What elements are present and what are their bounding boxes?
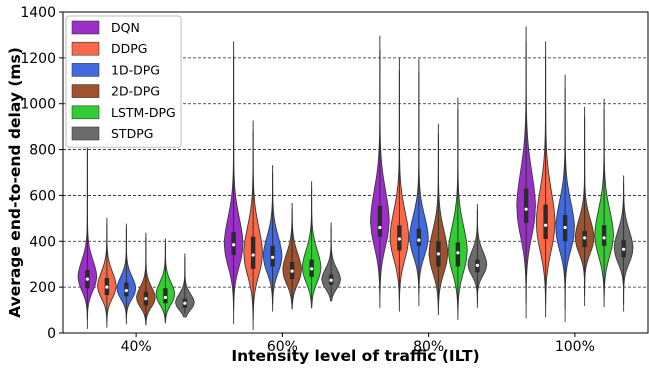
violin-median-dot	[456, 251, 460, 255]
legend-swatch-ddpg	[71, 41, 100, 56]
violin-iqr-box	[250, 236, 256, 269]
legend-swatch-stdpg	[71, 126, 100, 141]
violin-median-dot	[622, 247, 626, 251]
y-axis: 0 200 400 600 800 1000 1200 1400	[20, 5, 63, 342]
legend-label: STDPG	[111, 126, 153, 141]
violin-iqr-box	[601, 225, 607, 246]
y-tick-label: 200	[29, 280, 56, 296]
legend-label: 2D-DPG	[111, 84, 160, 99]
legend-swatch-1d-dpg	[71, 63, 100, 77]
violin-median-dot	[310, 267, 314, 271]
violin-median-dot	[475, 263, 479, 267]
violin-iqr-box	[543, 204, 548, 239]
x-axis-title: Intensity level of traffic (ILT)	[231, 347, 479, 365]
y-tick-label: 0	[47, 326, 56, 342]
violin-median-dot	[251, 253, 255, 257]
y-tick-label: 800	[29, 143, 56, 159]
y-tick-label: 1400	[20, 5, 56, 21]
x-tick-label: 40%	[121, 339, 152, 355]
violin-median-dot	[163, 295, 167, 300]
y-axis-title: Average end-to-end delay (ms)	[6, 47, 24, 318]
violin-median-dot	[271, 255, 275, 259]
violin-median-dot	[563, 225, 567, 230]
x-tick-label: 100%	[555, 339, 595, 355]
violin-median-dot	[183, 301, 187, 305]
violin-median-dot	[583, 236, 587, 240]
x-tick-label: 80%	[413, 339, 444, 355]
violin-median-dot	[124, 288, 128, 293]
violin-median-dot	[436, 252, 440, 256]
violin-iqr-box	[163, 288, 168, 304]
violin-median-dot	[85, 277, 89, 281]
legend-swatch-dqn	[71, 20, 100, 35]
violin-median-dot	[417, 238, 421, 242]
axes-frame	[62, 11, 649, 334]
legend-swatch-lstm-dpg	[71, 105, 100, 120]
violin-median-dot	[290, 269, 294, 273]
violin-plot-area	[77, 26, 634, 331]
violin-median-dot	[144, 297, 148, 301]
x-axis: 40% 60% 80% 100%	[121, 333, 595, 355]
violin-median-dot	[524, 207, 528, 211]
legend-swatch-2d-dpg	[71, 84, 100, 98]
violin-iqr-box	[523, 188, 529, 223]
violin-iqr-box	[455, 242, 461, 267]
violin-median-dot	[397, 237, 401, 241]
violin-median-dot	[105, 285, 109, 289]
violin-iqr-box	[416, 228, 422, 246]
legend-label: LSTM-DPG	[111, 105, 176, 120]
violin-median-dot	[232, 243, 236, 247]
violin-median-dot	[378, 225, 382, 230]
violin-median-dot	[602, 236, 606, 240]
y-tick-label: 600	[29, 188, 56, 204]
legend: DQN DDPG 1D-DPG 2D-DPG LSTM-DPG STDPG	[65, 15, 182, 148]
x-tick-label: 60%	[267, 339, 298, 355]
legend-label: DDPG	[111, 41, 147, 56]
y-tick-label: 400	[29, 234, 56, 250]
y-tick-label: 1200	[20, 51, 56, 67]
violin-median-dot	[544, 223, 548, 227]
legend-label: 1D-DPG	[111, 62, 160, 77]
violin-median-dot	[329, 278, 333, 282]
violin-iqr-box	[377, 205, 383, 237]
legend-label: DQN	[111, 20, 140, 35]
y-tick-label: 1000	[20, 97, 56, 113]
